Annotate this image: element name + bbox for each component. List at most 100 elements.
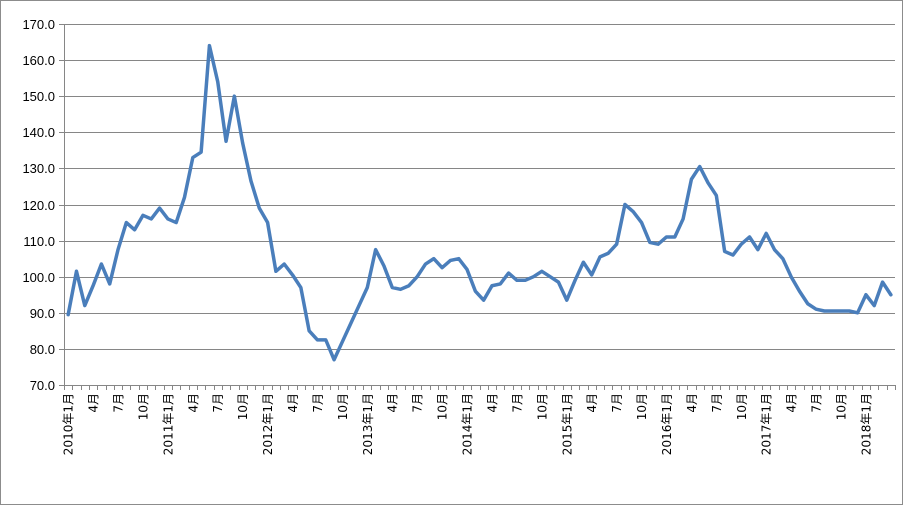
data-point <box>657 243 660 246</box>
data-point <box>731 253 734 256</box>
x-tick-label: 10月 <box>834 393 848 420</box>
data-point <box>75 270 78 273</box>
x-tick-label: 10月 <box>635 393 649 420</box>
data-point <box>457 257 460 260</box>
data-point <box>100 262 103 265</box>
data-point <box>590 273 593 276</box>
data-point <box>507 271 510 274</box>
data-point <box>540 270 543 273</box>
data-point <box>299 286 302 289</box>
y-tick-label: 150.0 <box>22 89 55 104</box>
data-point <box>274 270 277 273</box>
data-point <box>191 156 194 159</box>
x-tick-label: 4月 <box>585 393 599 413</box>
data-point <box>532 275 535 278</box>
data-point <box>382 264 385 267</box>
x-tick-label: 10月 <box>136 393 150 420</box>
data-point <box>432 257 435 260</box>
data-point <box>357 304 360 307</box>
data-point <box>249 179 252 182</box>
x-axis-tick-labels: 2010年1月 4月 7月 10月 2011年1月 4月 7月 10月 2012年1月 4月 7月 1… <box>62 393 874 455</box>
y-tick-label: 70.0 <box>30 378 55 393</box>
y-tick-label: 140.0 <box>22 125 55 140</box>
data-point <box>839 309 842 312</box>
data-point <box>224 140 227 143</box>
data-point <box>607 252 610 255</box>
data-point <box>67 313 70 316</box>
x-tick-label: 2010年1月 <box>62 393 76 455</box>
data-point <box>873 304 876 307</box>
x-tick-label: 10月 <box>535 393 549 420</box>
x-tick-label: 4月 <box>87 393 101 413</box>
x-tick-label: 2012年1月 <box>261 393 275 455</box>
y-tick-label: 120.0 <box>22 198 55 213</box>
data-point <box>773 248 776 251</box>
x-tick-label: 7月 <box>810 393 824 413</box>
x-tick-label: 2013年1月 <box>361 393 375 455</box>
x-tick-label: 4月 <box>186 393 200 413</box>
data-point <box>416 275 419 278</box>
x-tick-label: 4月 <box>685 393 699 413</box>
data-point <box>133 228 136 231</box>
x-tick-label: 10月 <box>735 393 749 420</box>
data-point <box>806 302 809 305</box>
data-point <box>748 235 751 238</box>
x-tick-label: 7月 <box>510 393 524 413</box>
axes <box>59 24 896 390</box>
y-axis-tick-labels: 70.0 80.0 90.0 100.0 110.0 120.0 130.0 140.0 150… <box>22 17 55 393</box>
data-point <box>374 248 377 251</box>
x-tick-label: 7月 <box>411 393 425 413</box>
x-tick-label: 2014年1月 <box>461 393 475 455</box>
data-point <box>474 290 477 293</box>
data-point <box>91 284 94 287</box>
data-point <box>208 44 211 47</box>
x-tick-label: 2016年1月 <box>660 393 674 455</box>
data-point <box>856 311 859 314</box>
x-tick-label: 10月 <box>336 393 350 420</box>
data-point <box>665 235 668 238</box>
x-tick-label: 7月 <box>710 393 724 413</box>
data-point <box>740 243 743 246</box>
data-point <box>291 273 294 276</box>
data-point <box>706 181 709 184</box>
data-point <box>698 165 701 168</box>
data-point <box>158 207 161 210</box>
data-point <box>449 259 452 262</box>
y-tick-label: 170.0 <box>22 17 55 32</box>
data-point <box>283 262 286 265</box>
series-line <box>66 43 893 362</box>
data-point <box>831 309 834 312</box>
x-tick-label: 4月 <box>785 393 799 413</box>
x-tick-label: 2018年1月 <box>859 393 873 455</box>
data-point <box>141 214 144 217</box>
data-point <box>715 194 718 197</box>
data-point <box>407 284 410 287</box>
data-point <box>889 293 892 296</box>
data-point <box>441 266 444 269</box>
data-point <box>798 290 801 293</box>
data-point <box>623 203 626 206</box>
data-point <box>266 221 269 224</box>
data-point <box>391 286 394 289</box>
data-point <box>332 358 335 361</box>
data-point <box>814 308 817 311</box>
x-tick-label: 4月 <box>485 393 499 413</box>
data-point <box>573 279 576 282</box>
data-point <box>790 275 793 278</box>
data-point <box>756 248 759 251</box>
data-point <box>216 80 219 83</box>
data-point <box>324 338 327 341</box>
data-point <box>465 268 468 271</box>
x-tick-label: 7月 <box>211 393 225 413</box>
data-point <box>582 261 585 264</box>
data-point <box>723 250 726 253</box>
data-point <box>258 207 261 210</box>
y-tick-label: 80.0 <box>30 342 55 357</box>
data-point <box>341 340 344 343</box>
x-tick-label: 2015年1月 <box>560 393 574 455</box>
x-tick-label: 10月 <box>436 393 450 420</box>
data-point <box>640 221 643 224</box>
data-point <box>175 221 178 224</box>
data-point <box>125 221 128 224</box>
